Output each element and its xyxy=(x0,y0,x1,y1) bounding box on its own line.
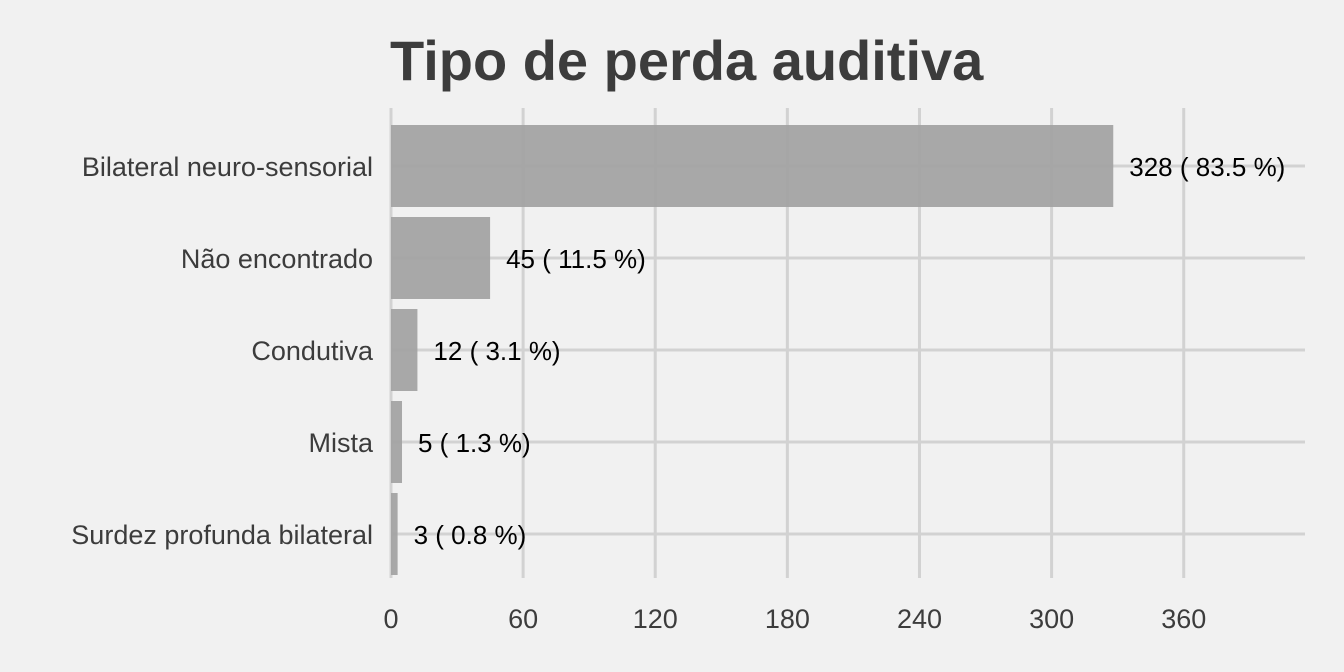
x-tick-label-0: 0 xyxy=(383,604,398,634)
bars xyxy=(391,125,1114,575)
data-labels: 328 ( 83.5 %) 45 ( 11.5 %) 12 ( 3.1 %) 5 ( … xyxy=(414,152,1286,550)
x-tick-label-120: 120 xyxy=(633,604,678,634)
x-axis-tick-labels: 0 60 120 180 240 300 360 xyxy=(383,604,1206,634)
data-label-1: 328 ( 83.5 %) xyxy=(1129,152,1285,182)
category-label-2: Não encontrado xyxy=(181,244,373,274)
bar-5 xyxy=(391,493,398,575)
category-label-3: Condutiva xyxy=(251,336,374,366)
data-label-4: 5 ( 1.3 %) xyxy=(418,428,531,458)
bar-4 xyxy=(391,401,403,483)
data-label-5: 3 ( 0.8 %) xyxy=(414,520,527,550)
category-label-4: Mista xyxy=(308,428,373,458)
category-label-5: Surdez profunda bilateral xyxy=(71,520,373,550)
bar-1 xyxy=(391,125,1114,207)
x-tick-label-360: 360 xyxy=(1161,604,1206,634)
x-tick-label-180: 180 xyxy=(765,604,810,634)
bar-2 xyxy=(391,217,491,299)
bar-3 xyxy=(391,309,418,391)
x-tick-label-240: 240 xyxy=(897,604,942,634)
x-tick-label-60: 60 xyxy=(508,604,538,634)
category-labels: Bilateral neuro-sensorial Não encontrado C… xyxy=(71,152,374,550)
x-tick-label-300: 300 xyxy=(1029,604,1074,634)
category-label-1: Bilateral neuro-sensorial xyxy=(82,152,373,182)
chart-title: Tipo de perda auditiva xyxy=(390,29,984,92)
data-label-3: 12 ( 3.1 %) xyxy=(433,336,560,366)
data-label-2: 45 ( 11.5 %) xyxy=(506,244,646,274)
